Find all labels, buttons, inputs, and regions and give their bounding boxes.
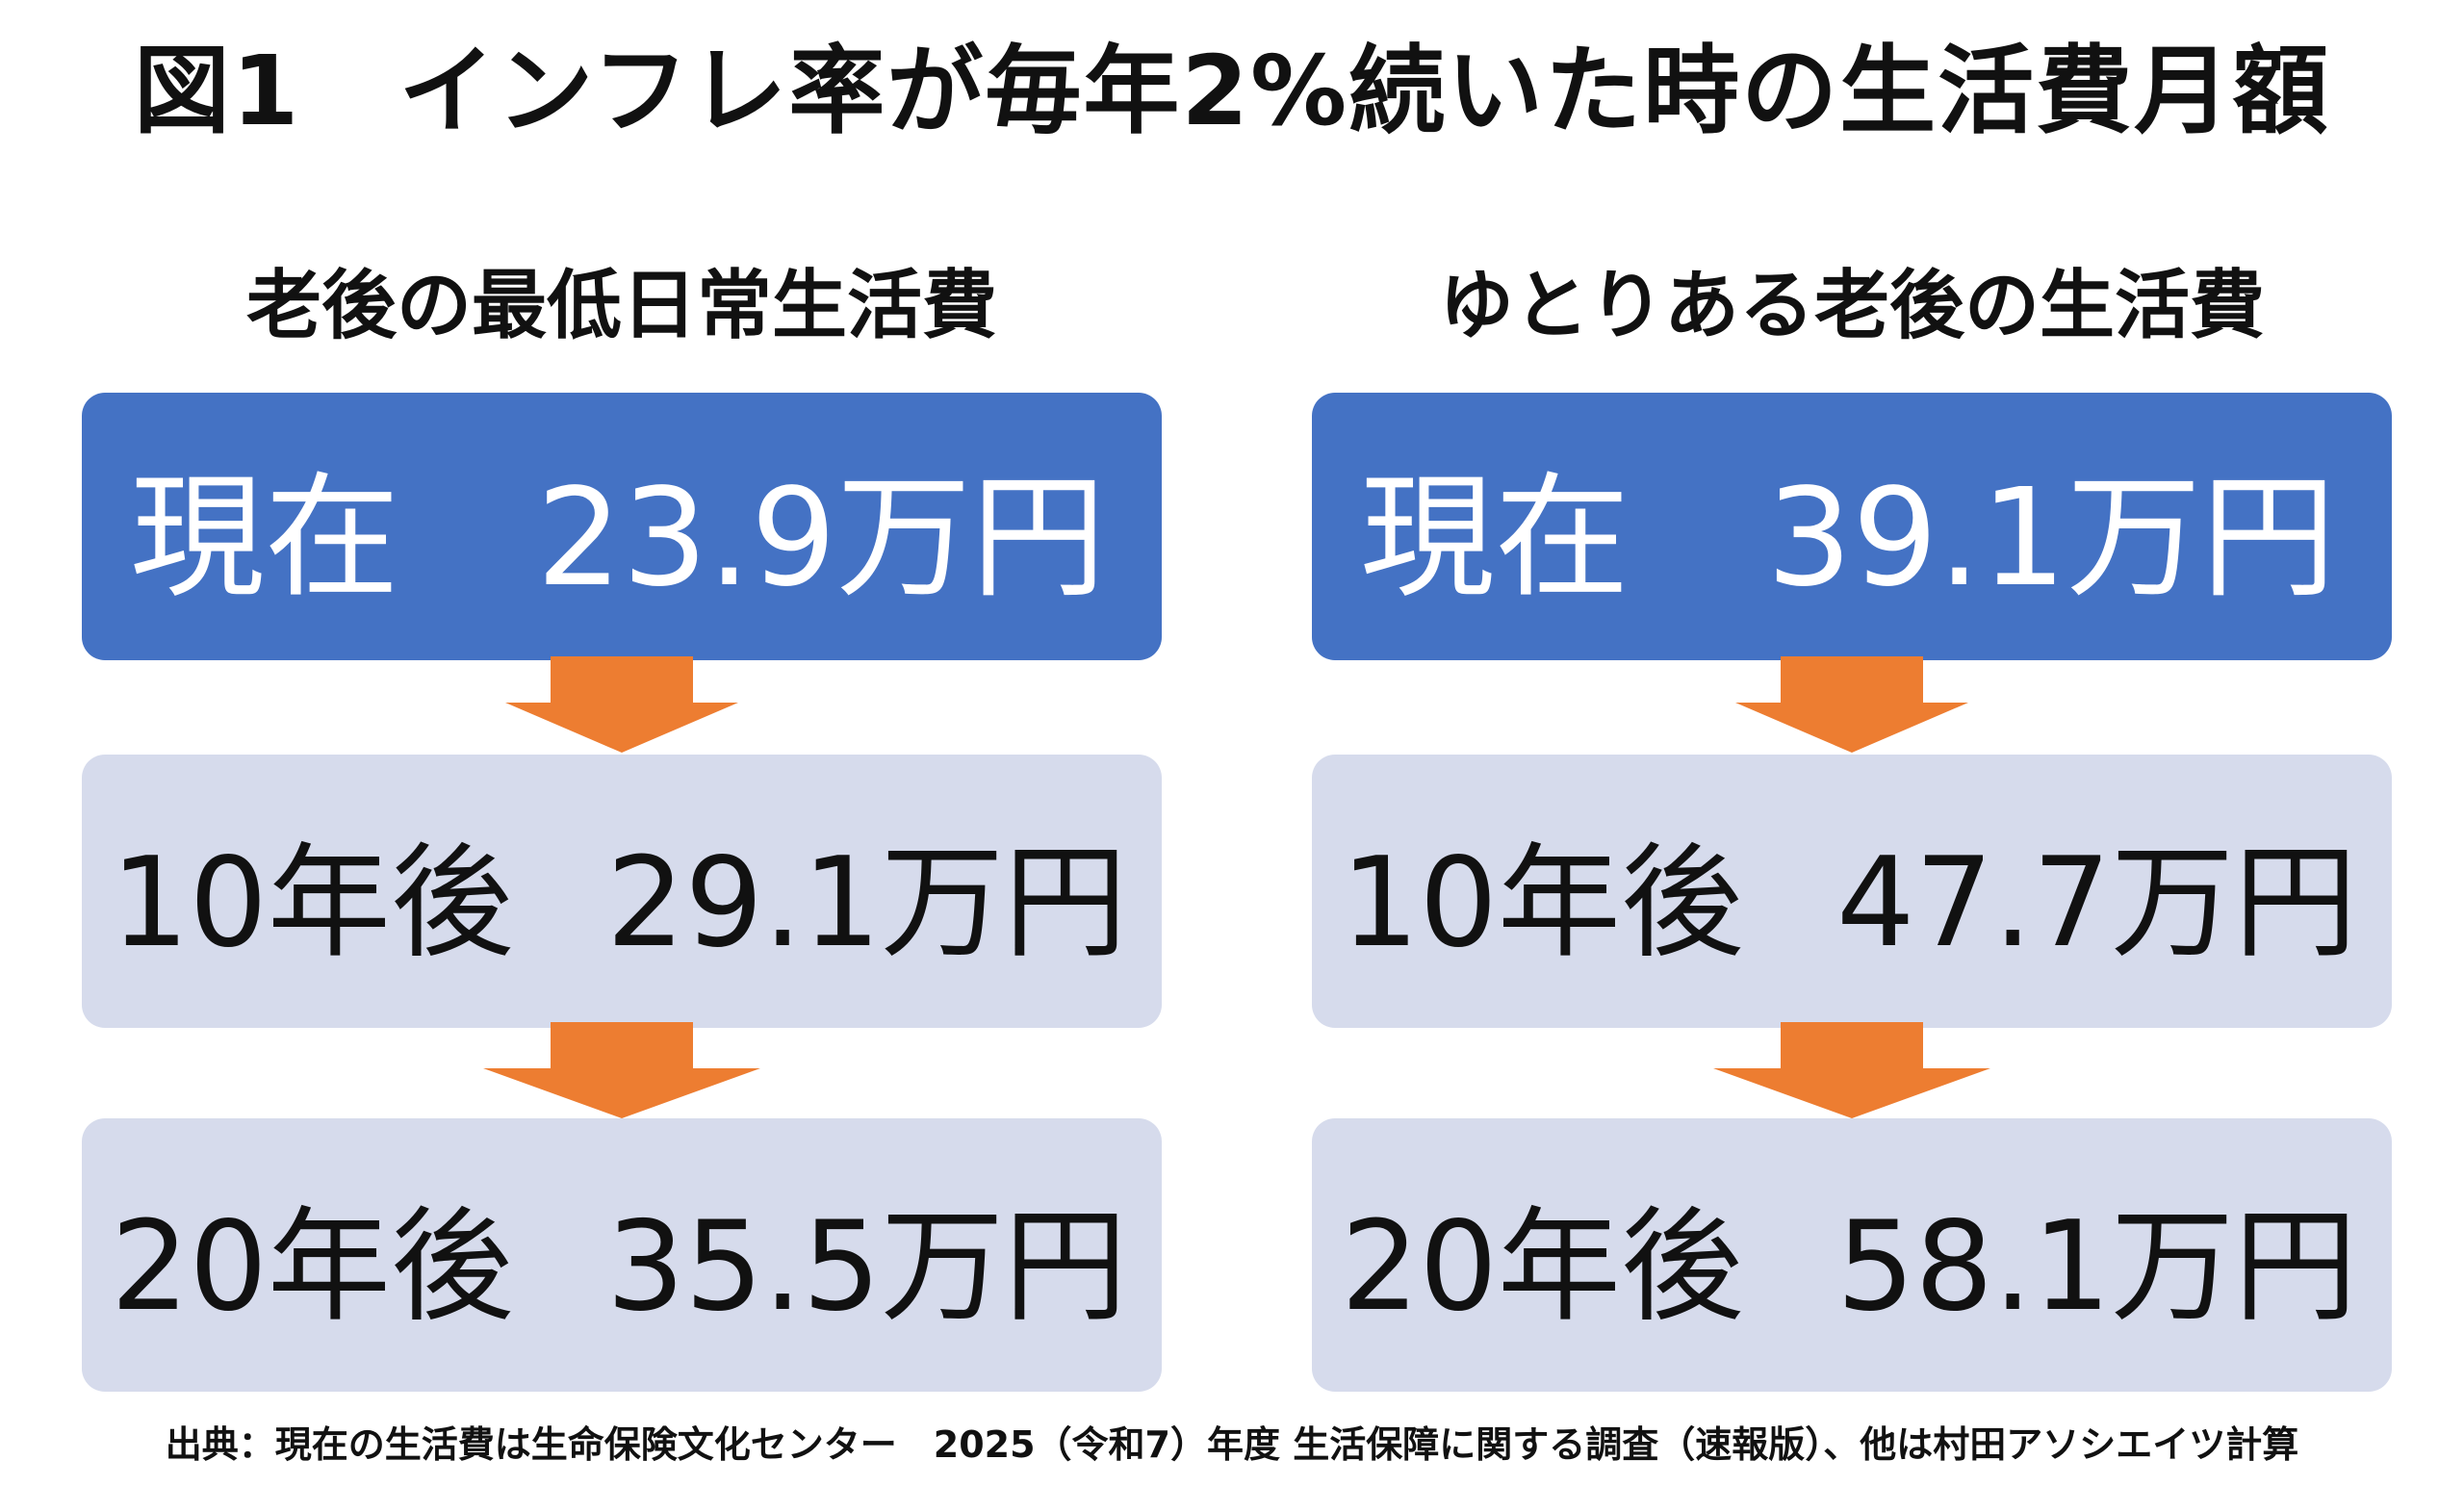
period-label: 10年後 — [111, 831, 514, 975]
amount-value: 39.1万円 — [1766, 460, 2336, 617]
down-arrow-icon — [82, 656, 1162, 753]
column-heading: ゆとりある老後の生活費 — [1438, 263, 2265, 349]
down-arrow-icon — [1312, 1022, 2392, 1118]
column-minimum-living-cost: 老後の最低日常生活費 現在 23.9万円 10年後 29.1万円 20年後 35… — [82, 0, 1162, 1486]
period-label: 現在 — [130, 460, 400, 617]
period-label: 現在 — [1360, 460, 1630, 617]
amount-value: 35.5万円 — [606, 1194, 1127, 1339]
figure-title: 図1 インフレ率が毎年2%続いた時の生活費月額 — [133, 35, 2331, 147]
amount-value: 47.7万円 — [1836, 831, 2357, 975]
after-20-years-box: 20年後 35.5万円 — [82, 1118, 1162, 1392]
period-label: 20年後 — [1341, 1194, 1744, 1339]
amount-value: 23.9万円 — [536, 460, 1106, 617]
current-cost-box: 現在 39.1万円 — [1312, 393, 2392, 660]
down-arrow-icon — [82, 1022, 1162, 1118]
column-comfortable-living-cost: ゆとりある老後の生活費 現在 39.1万円 10年後 47.7万円 20年後 5… — [1312, 0, 2392, 1486]
down-arrow-icon — [1312, 656, 2392, 753]
source-footnote: 出典：現在の生活費は生命保険文化センター 2025（令和7）年度 生活保障に関す… — [165, 1423, 2299, 1466]
period-label: 20年後 — [111, 1194, 514, 1339]
after-10-years-box: 10年後 47.7万円 — [1312, 755, 2392, 1028]
after-10-years-box: 10年後 29.1万円 — [82, 755, 1162, 1028]
current-cost-box: 現在 23.9万円 — [82, 393, 1162, 660]
column-heading: 老後の最低日常生活費 — [245, 263, 997, 349]
after-20-years-box: 20年後 58.1万円 — [1312, 1118, 2392, 1392]
period-label: 10年後 — [1341, 831, 1744, 975]
amount-value: 29.1万円 — [606, 831, 1127, 975]
amount-value: 58.1万円 — [1836, 1194, 2357, 1339]
